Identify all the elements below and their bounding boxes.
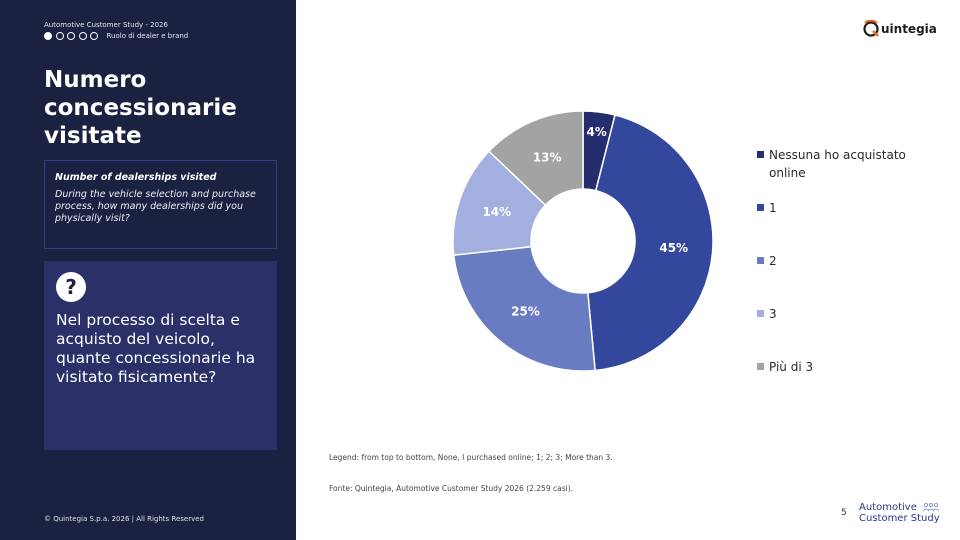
data-label: 13% <box>533 150 562 164</box>
data-label: 14% <box>482 205 511 219</box>
logo-text: uintegia <box>881 22 937 36</box>
legend-item: Più di 3 <box>757 358 957 376</box>
sidebar: Automotive Customer Study - 2026 Ruolo d… <box>0 0 296 540</box>
section-label: Ruolo di dealer e brand <box>106 32 189 40</box>
legend-label: 3 <box>769 307 777 321</box>
study-title: Automotive Customer Study - 2026 <box>44 21 168 29</box>
legend-label: 1 <box>769 201 777 215</box>
english-question-title: Number of dealerships visited <box>55 172 217 183</box>
legend-swatch <box>757 204 764 211</box>
copyright: © Quintegia S.p.a. 2026 | All Rights Res… <box>44 515 204 523</box>
quintegia-q-icon <box>863 20 879 37</box>
legend-swatch <box>757 257 764 264</box>
donut-slice <box>487 110 584 207</box>
legend-label: 2 <box>769 254 777 268</box>
progress-dot <box>78 32 87 40</box>
legend-swatch <box>757 363 764 370</box>
english-question-text: During the vehicle selection and purchas… <box>55 189 256 224</box>
section-progress: Ruolo di dealer e brand <box>44 32 188 40</box>
question-box: ? Nel processo di scelta e acquisto del … <box>44 261 277 450</box>
donut-chart: 4% 45% 25% 14% 13% <box>452 110 714 372</box>
legend-item: 2 <box>757 252 957 270</box>
legend-swatch <box>757 310 764 317</box>
question-mark-icon: ? <box>56 272 86 302</box>
legend-note: Legend: from top to bottom, None, I purc… <box>329 453 613 462</box>
progress-dot-active <box>44 32 52 40</box>
source-note: Fonte: Quintegia, Automotive Customer St… <box>329 484 574 493</box>
progress-dot <box>67 32 75 40</box>
legend-swatch <box>757 151 764 158</box>
page-title: Numero concessionarie visitate <box>44 67 237 149</box>
company-logo: uintegia <box>862 20 937 38</box>
data-label: 45% <box>659 241 688 255</box>
data-label: 4% <box>586 125 606 139</box>
footer-brand-line1: Automotive <box>859 502 917 513</box>
progress-dot <box>55 32 64 40</box>
footer-brand: Automotive Customer Study <box>859 502 940 524</box>
legend-label: Più di 3 <box>769 360 814 374</box>
progress-dot <box>90 32 98 40</box>
legend-item: 1 <box>757 199 957 217</box>
english-question-box: Number of dealerships visited During the… <box>44 160 277 249</box>
page-number: 5 <box>841 508 847 518</box>
legend-item: 3 <box>757 305 957 323</box>
donut-slice <box>452 245 596 372</box>
people-icon <box>922 502 940 512</box>
legend-item: Nessuna ho acquistato online <box>757 146 957 182</box>
data-label: 25% <box>511 305 540 319</box>
legend-label: Nessuna ho acquistato online <box>769 148 906 180</box>
footer-brand-line2: Customer Study <box>859 513 940 524</box>
question-text: Nel processo di scelta e acquisto del ve… <box>56 311 256 386</box>
donut-slice <box>587 114 714 372</box>
